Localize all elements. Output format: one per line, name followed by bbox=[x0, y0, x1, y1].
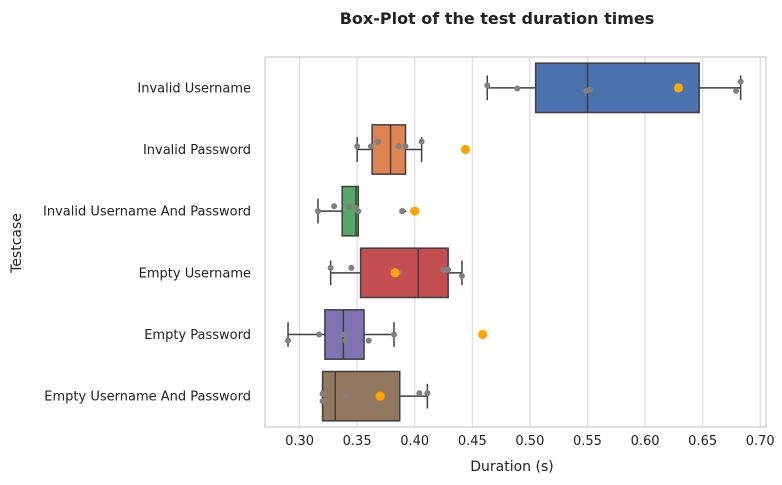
category-label: Empty Password bbox=[144, 328, 251, 343]
data-point bbox=[354, 143, 361, 150]
data-point bbox=[586, 86, 593, 93]
x-axis-label: Duration (s) bbox=[470, 459, 553, 475]
chart-title: Box-Plot of the test duration times bbox=[340, 9, 655, 28]
x-tick-labels: 0.30 0.35 0.40 0.45 0.50 0.55 0.60 0.65 0.70 bbox=[285, 434, 775, 449]
mean-point bbox=[375, 391, 385, 401]
data-point bbox=[331, 203, 338, 210]
boxes bbox=[287, 62, 742, 422]
data-point bbox=[365, 337, 372, 344]
data-point bbox=[458, 272, 465, 279]
data-point bbox=[367, 143, 374, 150]
plot-frame bbox=[264, 56, 767, 428]
x-tick-label: 0.35 bbox=[343, 434, 372, 449]
category-label: Invalid Password bbox=[143, 143, 251, 158]
mean-point bbox=[460, 144, 470, 155]
box bbox=[359, 247, 449, 299]
data-point bbox=[440, 266, 447, 273]
x-tick-label: 0.55 bbox=[573, 434, 602, 449]
data-point bbox=[484, 82, 491, 89]
x-tick-label: 0.65 bbox=[688, 434, 717, 449]
data-point bbox=[424, 390, 431, 397]
gridlines bbox=[298, 57, 761, 427]
category-label: Invalid Username And Password bbox=[43, 205, 251, 220]
box bbox=[324, 309, 365, 360]
mean-point bbox=[410, 206, 420, 216]
data-point bbox=[316, 331, 323, 338]
data-point bbox=[418, 138, 425, 145]
data-point bbox=[342, 393, 349, 400]
data-point bbox=[285, 337, 292, 344]
category-labels: Invalid Username Invalid Password Invalid … bbox=[43, 81, 251, 404]
data-point bbox=[346, 203, 353, 210]
mean-point bbox=[390, 268, 400, 278]
data-point bbox=[416, 390, 423, 397]
data-point bbox=[733, 87, 740, 94]
data-point bbox=[341, 331, 348, 338]
data-point bbox=[402, 143, 409, 150]
data-point bbox=[327, 264, 334, 271]
category-label: Invalid Username bbox=[137, 81, 251, 96]
data-point bbox=[314, 208, 321, 215]
mean-markers bbox=[375, 83, 684, 401]
x-tick-label: 0.50 bbox=[515, 434, 544, 449]
data-point bbox=[445, 266, 452, 273]
x-tick-label: 0.45 bbox=[458, 434, 487, 449]
data-point bbox=[737, 78, 744, 85]
box bbox=[321, 370, 401, 422]
data-point bbox=[319, 390, 326, 397]
data-point bbox=[342, 337, 349, 344]
x-tick-label: 0.70 bbox=[746, 434, 775, 449]
y-axis-label: Testcase bbox=[9, 213, 25, 274]
data-point bbox=[514, 85, 521, 92]
x-tick-label: 0.60 bbox=[631, 434, 660, 449]
x-tick-label: 0.30 bbox=[285, 434, 314, 449]
category-label: Empty Username And Password bbox=[44, 390, 251, 405]
box bbox=[534, 62, 700, 114]
box bbox=[371, 124, 407, 175]
data-point bbox=[374, 138, 381, 145]
data-point bbox=[348, 264, 355, 271]
data-point bbox=[399, 208, 406, 215]
mean-point bbox=[478, 329, 488, 340]
data-point bbox=[355, 208, 362, 215]
category-label: Empty Username bbox=[139, 266, 251, 281]
data-point bbox=[319, 398, 326, 405]
data-point bbox=[390, 331, 397, 338]
mean-point bbox=[673, 83, 684, 93]
data-point bbox=[395, 143, 402, 150]
x-tick-label: 0.40 bbox=[400, 434, 429, 449]
